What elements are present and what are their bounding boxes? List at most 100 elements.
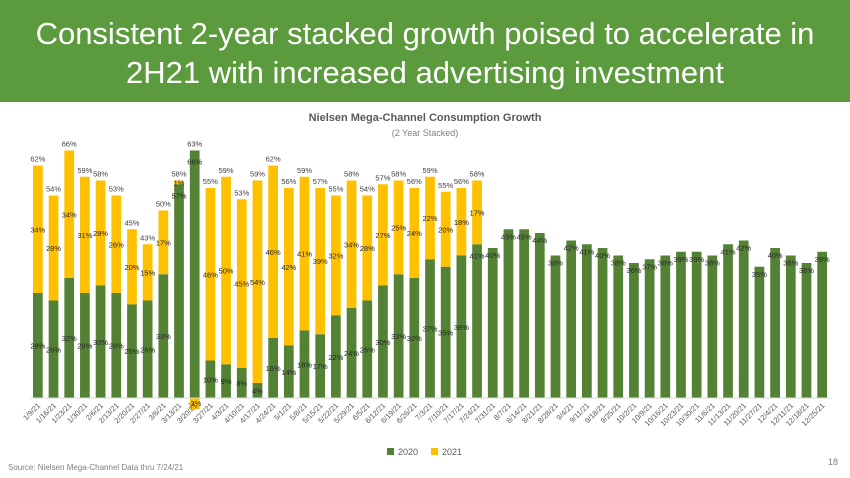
- bar-2020: [127, 304, 137, 398]
- data-label-2021: 17%: [156, 238, 171, 247]
- bar-2020: [252, 383, 263, 398]
- bar-2020: [801, 263, 812, 398]
- data-label-total: 54%: [46, 185, 61, 194]
- bar-2020: [660, 255, 671, 398]
- data-label-total: 56%: [281, 177, 296, 186]
- data-label-2020: 41%: [470, 251, 485, 260]
- data-label-2021: 28%: [46, 244, 61, 253]
- bar-2021: [378, 184, 388, 286]
- data-label-2021: 41%: [297, 250, 312, 259]
- data-label-2021: 46%: [203, 270, 218, 279]
- data-label-2020: 17%: [313, 362, 328, 371]
- data-label-2020: 26%: [140, 345, 155, 354]
- bar-2020: [95, 285, 106, 398]
- data-label-2020: 32%: [62, 334, 77, 343]
- data-label-2021: 34%: [344, 240, 359, 249]
- bar-2021: [32, 165, 43, 293]
- bar-2021: [80, 176, 90, 293]
- data-label-2020: 28%: [77, 342, 92, 351]
- data-label-2020: 38%: [454, 323, 469, 332]
- bar-2020: [268, 338, 278, 398]
- bar-2020: [32, 293, 43, 398]
- bar-2020: [189, 150, 200, 398]
- bar-2021: [221, 176, 231, 365]
- data-label-2020: 14%: [281, 368, 296, 377]
- bar-2020: [629, 263, 639, 398]
- bar-2021: [252, 180, 263, 383]
- data-label-2020: 39%: [689, 255, 704, 264]
- bar-2021: [205, 188, 216, 361]
- data-label-total: 53%: [109, 185, 124, 194]
- bar-2020: [707, 255, 718, 398]
- bar-2021: [472, 180, 482, 245]
- bar-2021: [409, 188, 420, 278]
- bar-2020: [283, 345, 294, 398]
- bar-2020: [205, 360, 216, 398]
- data-label-2020: 38%: [705, 259, 720, 268]
- data-label-2020: 26%: [46, 345, 61, 354]
- bar-2020: [534, 233, 545, 398]
- data-label-2021: 17%: [470, 208, 485, 217]
- data-label-2021: 31%: [77, 231, 92, 240]
- data-label-total: 43%: [140, 233, 155, 242]
- data-label-total: 57%: [375, 173, 390, 182]
- data-label-2021: 18%: [454, 218, 469, 227]
- data-label-2020: 39%: [815, 255, 830, 264]
- data-label-2021: 25%: [391, 223, 406, 232]
- bar-2020: [503, 229, 514, 398]
- data-label-total: 57%: [313, 177, 328, 186]
- data-label-total: 58%: [391, 170, 406, 179]
- data-label-2021: -3%: [188, 399, 202, 408]
- data-label-2020: 9%: [221, 377, 232, 386]
- bar-2020: [754, 266, 765, 398]
- bar-2020: [378, 285, 388, 398]
- data-label-2020: 25%: [124, 347, 139, 356]
- bar-2021: [393, 180, 404, 275]
- data-label-2021: 26%: [109, 240, 124, 249]
- data-label-total: 59%: [77, 166, 92, 175]
- legend-label-2021: 2021: [442, 447, 462, 457]
- bar-2020: [644, 259, 655, 398]
- data-label-2020: 38%: [548, 259, 563, 268]
- data-label-2020: 28%: [30, 342, 45, 351]
- data-label-2020: 35%: [752, 270, 767, 279]
- data-label-2020: 39%: [673, 255, 688, 264]
- bar-2020: [362, 300, 373, 398]
- data-label-total: 58%: [344, 170, 359, 179]
- data-label-2020: 41%: [579, 247, 594, 256]
- bar-2020: [158, 274, 169, 398]
- data-label-total: 53%: [234, 188, 249, 197]
- data-label-2020: 45%: [501, 232, 516, 241]
- data-label-2020: 57%: [172, 191, 187, 200]
- bar-2021: [440, 191, 451, 267]
- data-label-2020: 36%: [799, 266, 814, 275]
- data-label-2021: 34%: [62, 210, 77, 219]
- bar-2020: [691, 251, 702, 398]
- bar-2020: [111, 293, 122, 398]
- bar-2020: [770, 248, 780, 398]
- data-label-2021: 45%: [234, 280, 249, 289]
- legend-swatch-2021: [431, 448, 438, 455]
- data-label-2021: 54%: [250, 278, 265, 287]
- data-label-total: 63%: [187, 140, 202, 149]
- data-label-total: 54%: [360, 185, 375, 194]
- bar-2021: [346, 180, 357, 308]
- data-label-total: 62%: [30, 155, 45, 164]
- data-label-2021: 28%: [93, 229, 108, 238]
- data-label-2020: 30%: [93, 338, 108, 347]
- slide-title: Consistent 2-year stacked growth poised …: [35, 16, 815, 90]
- data-label-2020: 18%: [297, 360, 312, 369]
- data-label-2021: 46%: [266, 248, 281, 257]
- bar-2020: [613, 255, 624, 398]
- bar-2021: [142, 244, 153, 301]
- data-label-2021: 39%: [313, 257, 328, 266]
- bar-2021: [315, 188, 326, 335]
- chart-title: Nielsen Mega-Channel Consumption Growth: [309, 112, 542, 124]
- data-label-total: 55%: [328, 185, 343, 194]
- bar-2020: [566, 240, 577, 398]
- bar-2020: [80, 293, 90, 398]
- data-label-2020: 26%: [360, 345, 375, 354]
- data-label-2021: 1%: [174, 178, 185, 187]
- bar-2020: [315, 334, 326, 398]
- bar-2020: [738, 240, 749, 398]
